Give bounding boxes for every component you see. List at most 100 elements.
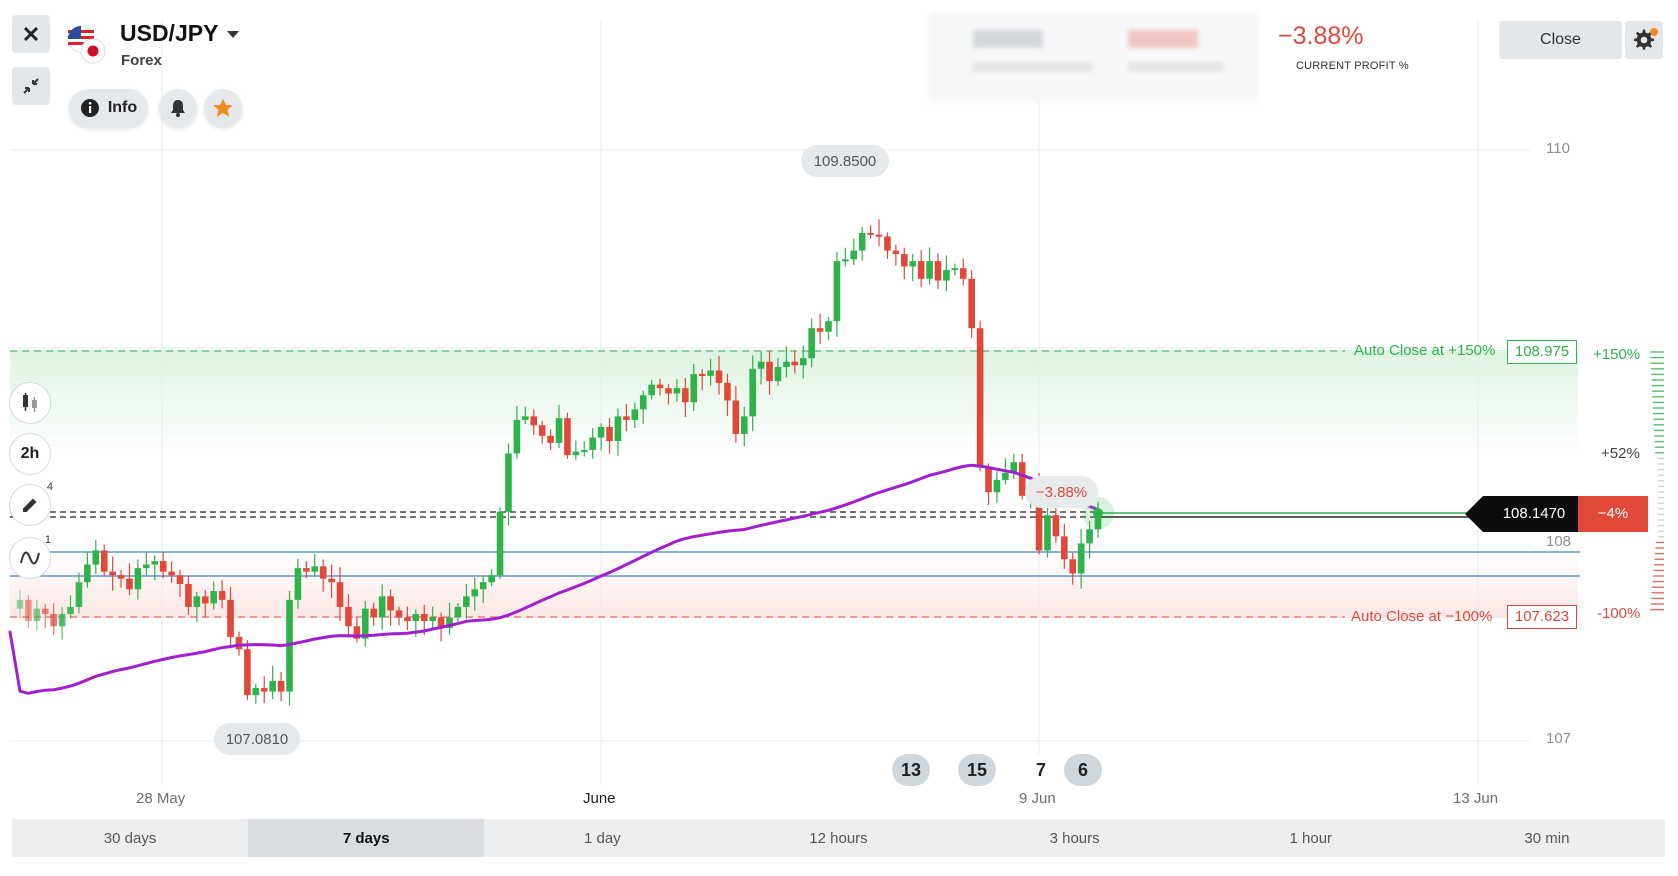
candle-body (227, 599, 234, 637)
gear-icon (1634, 29, 1654, 50)
candle-body (100, 550, 108, 572)
timeframe-30-min[interactable]: 30 min (1524, 829, 1570, 847)
blurred-placeholder (1128, 30, 1198, 48)
candle-body (235, 636, 243, 650)
symbol-name: USD/JPY (120, 20, 219, 46)
drawings-count-badge: 4 (46, 481, 53, 493)
auto-close-up-price[interactable]: 108.975 (1507, 340, 1577, 364)
event-marker[interactable]: 15 (958, 754, 996, 786)
candle-body (471, 589, 479, 597)
event-marker[interactable]: 13 (892, 754, 930, 786)
symbol-selector[interactable]: USD/JPY (120, 20, 240, 47)
candle-body (799, 358, 807, 366)
collapse-icon (23, 78, 39, 94)
candle-body (420, 613, 428, 622)
candle-body (614, 416, 622, 442)
candle-body (437, 617, 445, 629)
candle-body (319, 566, 327, 579)
blurred-placeholder (973, 30, 1043, 48)
candle-body (176, 575, 184, 584)
candle-body (648, 384, 655, 396)
candle-body (547, 435, 554, 443)
candle-body (943, 269, 950, 281)
candle-body (934, 261, 942, 281)
candle-body (757, 361, 765, 369)
event-marker[interactable]: 6 (1064, 754, 1102, 786)
timeframe-12-hours[interactable]: 12 hours (809, 829, 868, 847)
candle-body (117, 575, 125, 579)
candle-body (1061, 536, 1068, 560)
candle-body (378, 596, 386, 618)
settings-button[interactable] (1625, 21, 1663, 59)
alert-button[interactable] (159, 89, 197, 127)
favorite-button[interactable] (204, 89, 242, 127)
timeframe-1-hour[interactable]: 1 hour (1289, 829, 1333, 847)
candle-body (867, 232, 874, 235)
current-price-dot (1093, 508, 1103, 518)
position-change-label: −3.88% (1025, 476, 1098, 508)
moving-average-line (8, 463, 1100, 695)
notification-dot (1650, 28, 1658, 36)
close-icon (23, 26, 39, 42)
candle-body (92, 550, 100, 565)
candle-body (25, 599, 32, 622)
candle-body (732, 400, 740, 435)
candle-body (707, 370, 714, 376)
candles-icon (23, 393, 37, 412)
candle-body (1077, 543, 1085, 574)
timeframe-30-days[interactable]: 30 days (103, 829, 157, 847)
event-marker[interactable]: 7 (1022, 754, 1060, 786)
drawing-tools-button[interactable]: 4 (9, 481, 53, 526)
close-position-button[interactable]: Close (1499, 21, 1622, 59)
candle-body (892, 250, 900, 255)
candle-body (522, 416, 529, 420)
current-price-tag-shape (1465, 496, 1580, 532)
candle-body (1052, 515, 1060, 537)
auto-close-down-price[interactable]: 107.623 (1507, 605, 1577, 629)
scale-label-plus150: +150% (1593, 346, 1641, 363)
candle-body (336, 582, 344, 607)
timeframe-7-days[interactable]: 7 days (248, 819, 485, 857)
candle-body (825, 321, 832, 332)
candle-body (75, 582, 83, 607)
timeframe-3-hours[interactable]: 3 hours (1049, 829, 1100, 847)
candle-body (1094, 515, 1102, 530)
candle-body (496, 511, 504, 576)
blurred-placeholder (973, 62, 1093, 72)
candle-body (639, 395, 647, 410)
info-label: Info (107, 99, 138, 116)
candle-body (404, 617, 411, 622)
indicators-button[interactable]: 1 (9, 534, 51, 579)
pencil-icon (23, 498, 37, 512)
blurred-summary-panel (928, 12, 1258, 102)
candle-body (909, 261, 917, 267)
candle-body (900, 254, 908, 267)
candle-body (884, 236, 891, 251)
close-chart-button[interactable] (12, 15, 50, 53)
candle-body (1086, 529, 1093, 544)
candle-body (715, 370, 723, 383)
candle-body (597, 426, 605, 438)
candle-body (816, 328, 824, 332)
candle-body (623, 416, 630, 420)
candle-body (749, 368, 757, 417)
scale-label-minus100: -100% (1597, 605, 1641, 622)
auto-close-down-label: Auto Close at −100% (1351, 608, 1493, 625)
candle-body (951, 268, 959, 271)
collapse-button[interactable] (12, 67, 50, 105)
timeframe-1-day[interactable]: 1 day (584, 829, 621, 847)
candle-body (968, 278, 975, 329)
candle-body (926, 261, 933, 279)
candle-body (395, 610, 403, 618)
candle-body (210, 591, 218, 604)
info-button[interactable]: Info (69, 89, 148, 127)
interval-button[interactable]: 2h (9, 433, 51, 475)
candle-body (277, 681, 285, 692)
chart-type-button[interactable] (9, 382, 51, 424)
candle-body (446, 617, 453, 629)
candle-body (353, 626, 361, 639)
candle-body (842, 259, 849, 262)
candle-body (185, 583, 192, 607)
candle-body (538, 425, 546, 436)
